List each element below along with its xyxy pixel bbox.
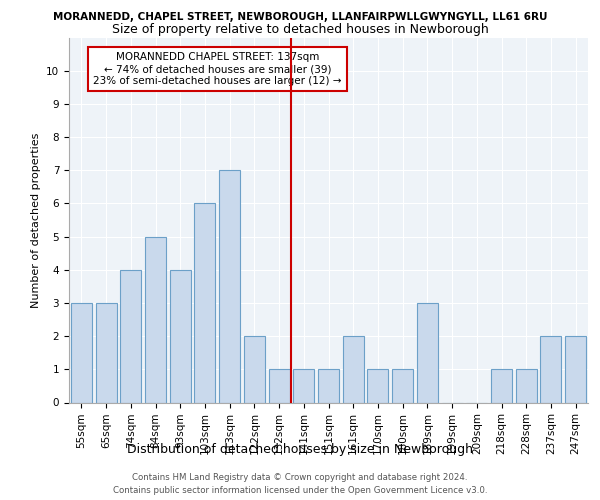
Bar — [269, 370, 290, 402]
Y-axis label: Number of detached properties: Number of detached properties — [31, 132, 41, 308]
Bar — [541, 336, 562, 402]
Bar — [417, 303, 438, 402]
Bar — [170, 270, 191, 402]
Text: MORANNEDD CHAPEL STREET: 137sqm
← 74% of detached houses are smaller (39)
23% of: MORANNEDD CHAPEL STREET: 137sqm ← 74% of… — [93, 52, 341, 86]
Text: Distribution of detached houses by size in Newborough: Distribution of detached houses by size … — [127, 442, 473, 456]
Bar — [145, 236, 166, 402]
Bar — [343, 336, 364, 402]
Bar — [293, 370, 314, 402]
Text: Contains HM Land Registry data © Crown copyright and database right 2024.: Contains HM Land Registry data © Crown c… — [132, 472, 468, 482]
Bar — [392, 370, 413, 402]
Text: MORANNEDD, CHAPEL STREET, NEWBOROUGH, LLANFAIRPWLLGWYNGYLL, LL61 6RU: MORANNEDD, CHAPEL STREET, NEWBOROUGH, LL… — [53, 12, 547, 22]
Bar — [516, 370, 537, 402]
Bar — [71, 303, 92, 402]
Bar — [491, 370, 512, 402]
Text: Contains public sector information licensed under the Open Government Licence v3: Contains public sector information licen… — [113, 486, 487, 495]
Bar — [219, 170, 240, 402]
Bar — [244, 336, 265, 402]
Bar — [120, 270, 141, 402]
Bar — [367, 370, 388, 402]
Bar — [318, 370, 339, 402]
Bar — [565, 336, 586, 402]
Bar — [194, 204, 215, 402]
Bar — [95, 303, 116, 402]
Text: Size of property relative to detached houses in Newborough: Size of property relative to detached ho… — [112, 22, 488, 36]
